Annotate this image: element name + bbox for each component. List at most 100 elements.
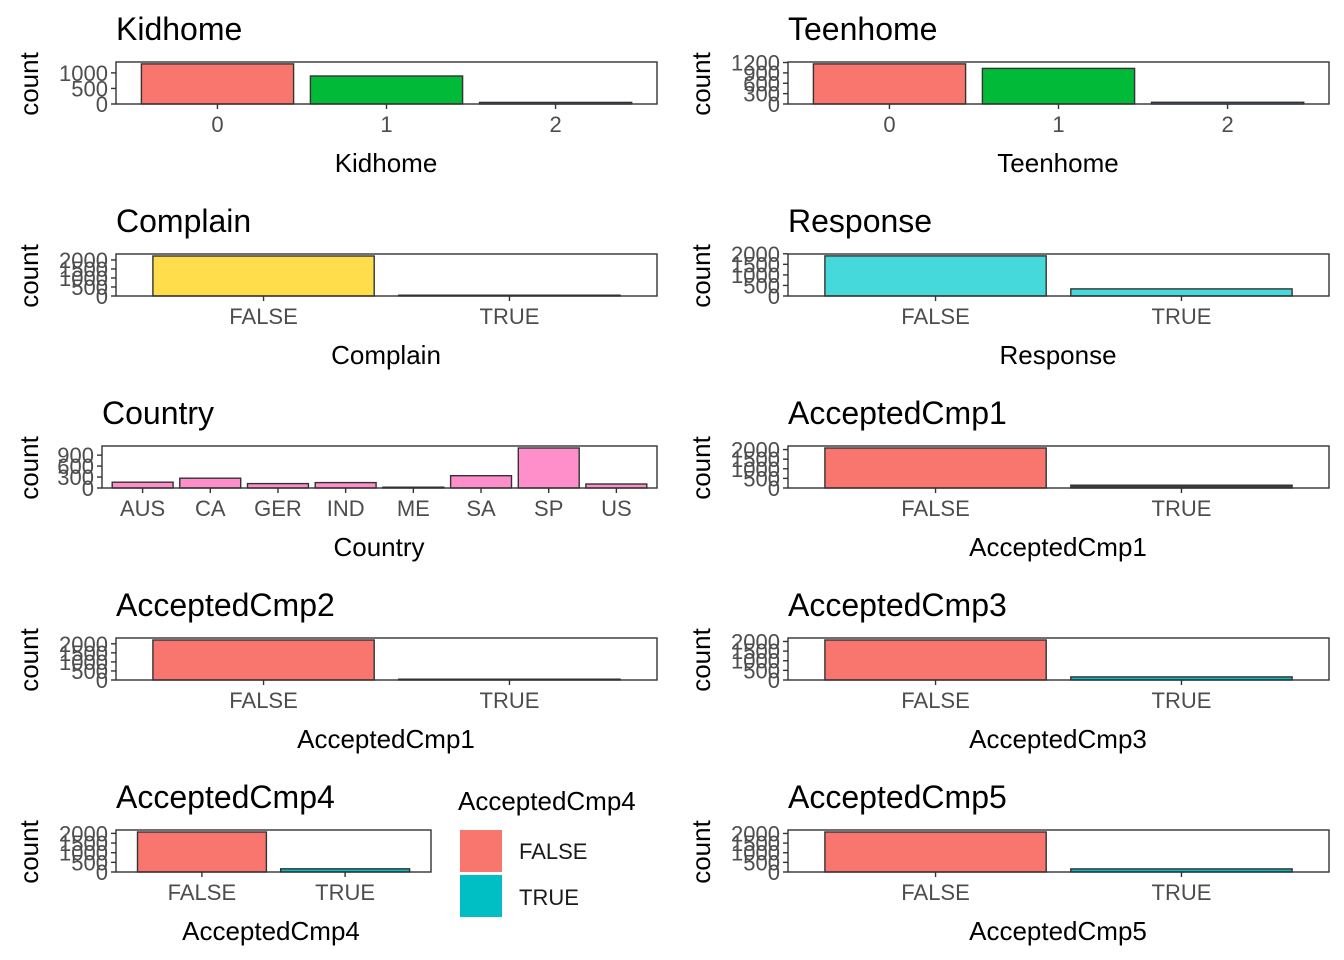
legend: AcceptedCmp4 FALSE TRUE — [458, 786, 636, 917]
x-tick-label: FALSE — [229, 688, 297, 713]
y-axis-label: count — [686, 243, 716, 307]
chart-acceptedcmp5: AcceptedCmp5 count AcceptedCmp5 FALSE TRU… — [686, 779, 1330, 946]
y-tick-label: 1000 — [59, 650, 108, 675]
y-tick-label: 2000 — [731, 242, 780, 267]
y-tick-label: 300 — [743, 82, 780, 107]
chart-title: Kidhome — [116, 11, 242, 47]
x-tick-label: 0 — [883, 112, 895, 137]
x-axis-label: Kidhome — [335, 148, 438, 178]
x-axis-label: AcceptedCmp1 — [969, 532, 1147, 562]
chart-title: Response — [788, 203, 932, 239]
x-tick-label: 0 — [211, 112, 223, 137]
y-axis-label: count — [14, 627, 44, 691]
y-tick-label: 900 — [57, 443, 94, 468]
y-tick-label: 2000 — [59, 821, 108, 846]
y-tick-label: 500 — [743, 850, 780, 875]
x-tick-label: TRUE — [1152, 496, 1212, 521]
chart-acceptedcmp4: AcceptedCmp4 count AcceptedCmp4 FALSE TRU… — [14, 779, 432, 946]
y-tick-label: 500 — [743, 273, 780, 298]
y-tick-label: 0 — [96, 284, 108, 309]
bar-false — [824, 255, 1047, 297]
y-tick-label: 1500 — [731, 252, 780, 277]
panel-border — [101, 445, 658, 489]
y-tick-label: 0 — [96, 860, 108, 885]
chart-title: Teenhome — [788, 11, 937, 47]
x-axis-label: AcceptedCmp5 — [969, 916, 1147, 946]
y-tick-label: 1000 — [731, 649, 780, 674]
chart-acceptedcmp2: AcceptedCmp2 count AcceptedCmp1 FALSE TRU… — [14, 587, 658, 754]
chart-title: Country — [102, 395, 214, 431]
bar-false — [136, 831, 268, 873]
y-tick-label: 1000 — [731, 457, 780, 482]
y-tick-label: 2000 — [59, 632, 108, 657]
bar-sa — [449, 475, 513, 489]
x-axis-label: AcceptedCmp3 — [969, 724, 1147, 754]
y-tick-label: 500 — [71, 275, 108, 300]
y-axis-label: count — [686, 819, 716, 883]
x-tick-label: FALSE — [901, 688, 969, 713]
chart-acceptedcmp1: AcceptedCmp1 count AcceptedCmp1 FALSE TRU… — [686, 395, 1330, 562]
y-tick-label: 500 — [71, 76, 108, 101]
y-tick-label: 300 — [57, 465, 94, 490]
x-tick-label: TRUE — [480, 688, 540, 713]
y-tick-label: 2000 — [731, 438, 780, 463]
y-tick-label: 0 — [82, 476, 94, 501]
bar-ind — [314, 481, 377, 489]
bar-0 — [140, 63, 295, 105]
panel-border — [787, 253, 1330, 297]
x-tick-label: SA — [466, 496, 496, 521]
chart-complain: Complain count Complain FALSE TRUE 0500100… — [14, 203, 658, 370]
bar-1 — [309, 75, 464, 105]
x-tick-label: TRUE — [315, 880, 375, 905]
x-tick-label: CA — [195, 496, 226, 521]
chart-response: Response count Response FALSE TRUE 0500100… — [686, 203, 1330, 370]
chart-title: AcceptedCmp4 — [116, 779, 335, 815]
y-tick-label: 1500 — [731, 639, 780, 664]
x-tick-label: GER — [254, 496, 302, 521]
bar-false — [152, 255, 375, 297]
y-axis-label: count — [14, 51, 44, 115]
y-tick-label: 0 — [768, 860, 780, 885]
x-tick-label: TRUE — [1152, 304, 1212, 329]
bar-0 — [812, 63, 967, 105]
bar-ca — [179, 477, 242, 489]
y-tick-label: 0 — [768, 92, 780, 117]
y-axis-label: count — [686, 51, 716, 115]
panel-border — [787, 61, 1330, 105]
y-tick-label: 1000 — [59, 266, 108, 291]
x-tick-label: FALSE — [901, 304, 969, 329]
y-tick-label: 0 — [96, 668, 108, 693]
x-tick-label: AUS — [120, 496, 165, 521]
y-tick-label: 600 — [57, 454, 94, 479]
panel-border — [115, 637, 658, 681]
bar-false — [824, 447, 1047, 489]
chart-teenhome: Teenhome count Teenhome 0 1 20300600900120… — [686, 11, 1330, 178]
x-tick-label: TRUE — [1152, 688, 1212, 713]
y-tick-label: 1000 — [59, 841, 108, 866]
y-tick-label: 2000 — [731, 821, 780, 846]
panel-border — [115, 829, 432, 873]
y-tick-label: 1000 — [731, 841, 780, 866]
x-tick-label: 1 — [380, 112, 392, 137]
x-tick-label: 2 — [549, 112, 561, 137]
bar-false — [824, 831, 1047, 873]
x-tick-label: SP — [534, 496, 563, 521]
panel-border — [115, 253, 658, 297]
panel-border — [787, 829, 1330, 873]
y-tick-label: 500 — [71, 850, 108, 875]
chart-title: AcceptedCmp2 — [116, 587, 335, 623]
y-tick-label: 1200 — [731, 51, 780, 76]
chart-country: Country count Country AUS CA GER IND ME SA SP U… — [14, 395, 658, 562]
x-axis-label: Complain — [331, 340, 441, 370]
legend-label-false: FALSE — [519, 839, 587, 864]
x-axis-label: AcceptedCmp4 — [182, 916, 360, 946]
y-axis-label: count — [14, 819, 44, 883]
x-tick-label: FALSE — [229, 304, 297, 329]
x-tick-label: FALSE — [901, 880, 969, 905]
y-axis-label: count — [14, 435, 44, 499]
y-tick-label: 500 — [71, 659, 108, 684]
y-tick-label: 600 — [743, 71, 780, 96]
x-tick-label: TRUE — [1152, 880, 1212, 905]
